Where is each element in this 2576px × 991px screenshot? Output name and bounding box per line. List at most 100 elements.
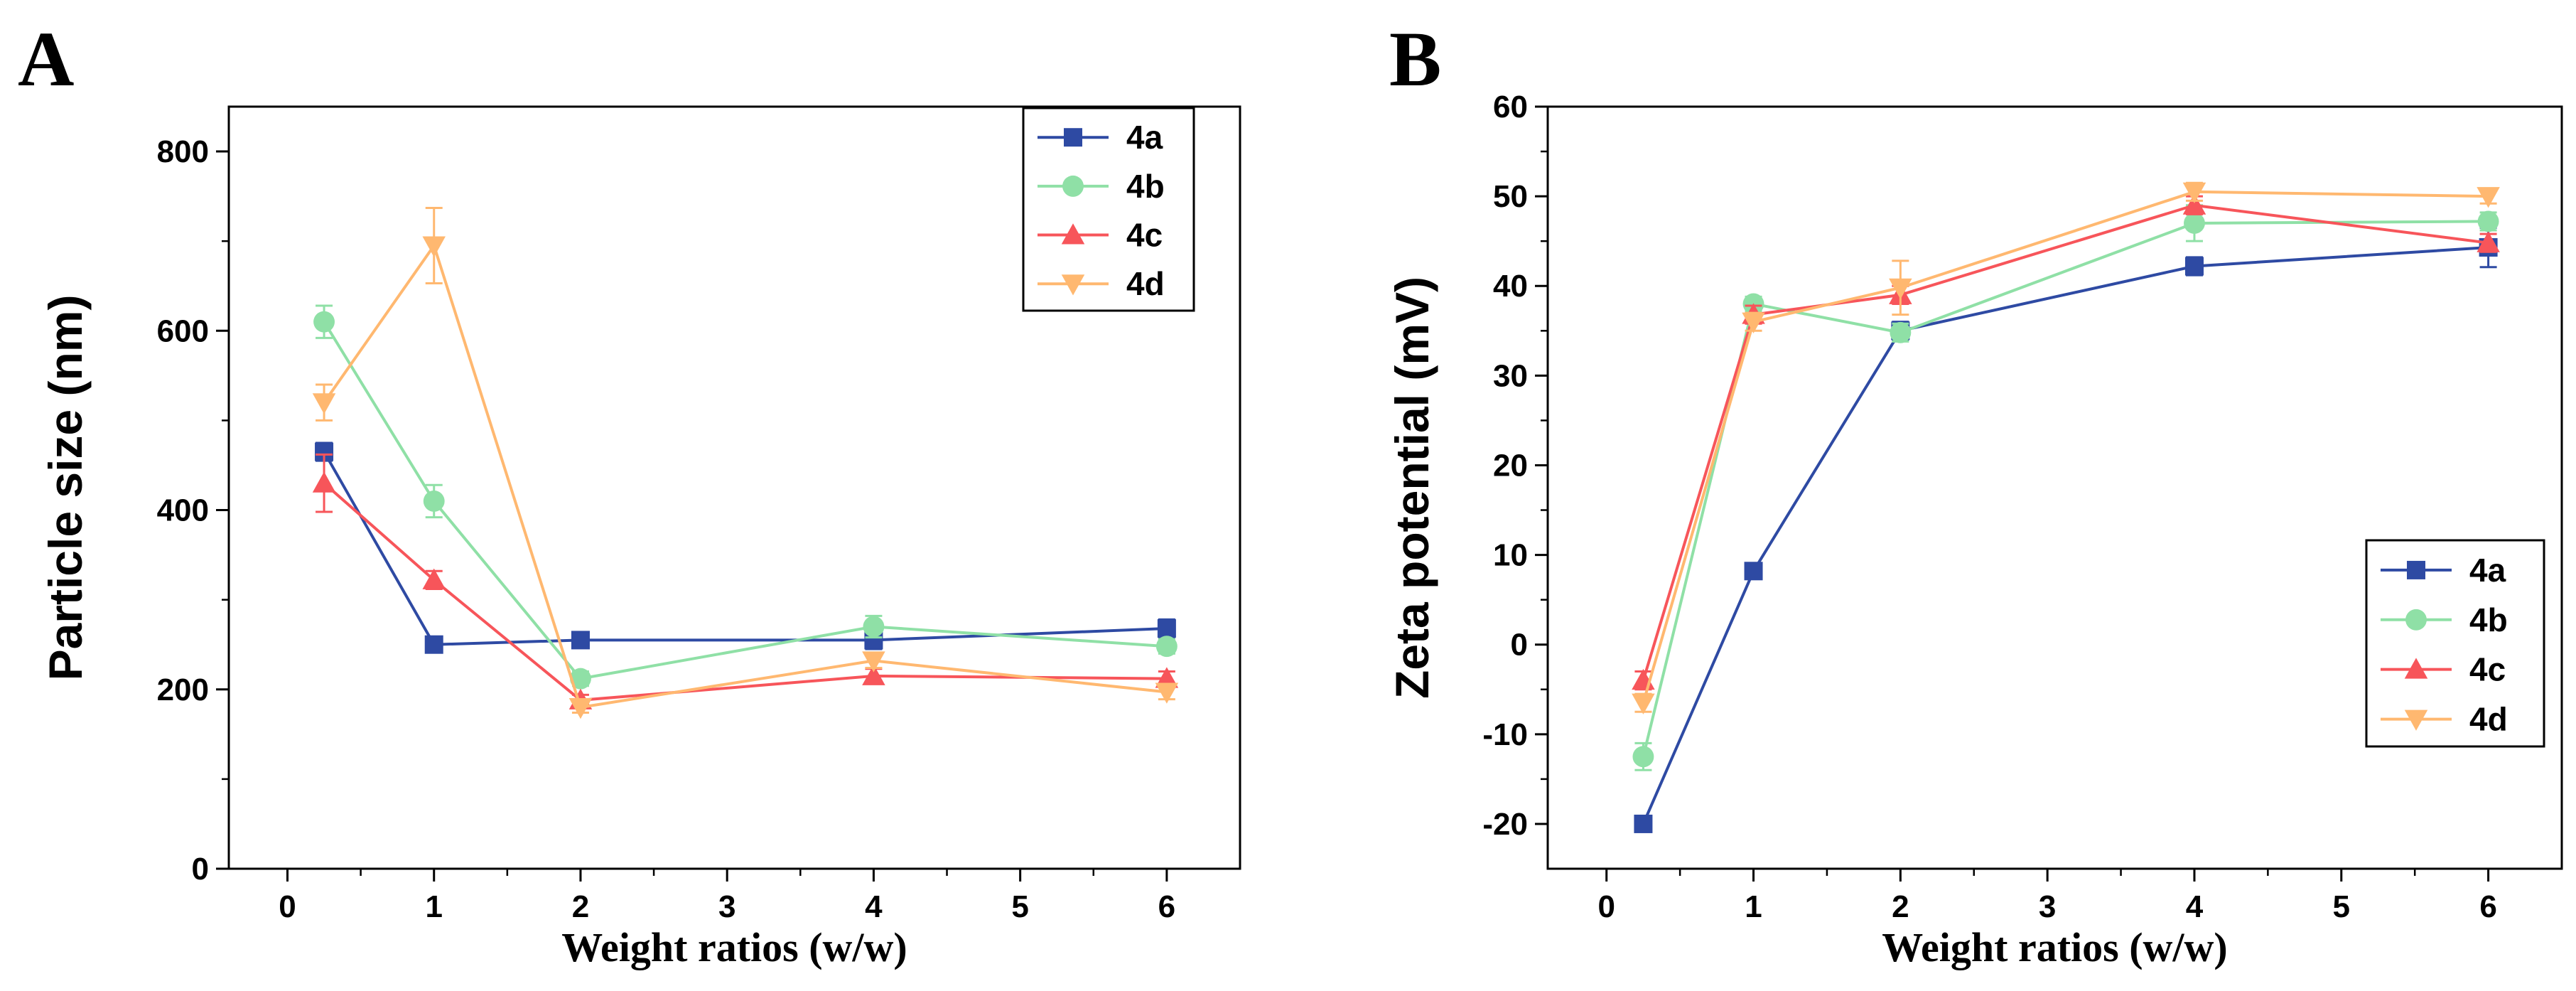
y-tick-label: -20 bbox=[1482, 807, 1528, 842]
legend-label-4b: 4b bbox=[1126, 168, 1165, 205]
y-axis-label: Particle size (nm) bbox=[39, 295, 92, 681]
data-point-4a bbox=[1634, 814, 1653, 833]
y-tick-label: 60 bbox=[1493, 90, 1528, 124]
legend-label-4a: 4a bbox=[1126, 119, 1163, 156]
y-tick-label: -10 bbox=[1482, 717, 1528, 752]
series-line-4c bbox=[323, 482, 1167, 702]
legend: 4a 4b 4c 4d bbox=[1022, 107, 1195, 312]
legend: 4a 4b 4c 4d bbox=[2365, 539, 2545, 748]
data-point-4b bbox=[1890, 321, 1912, 343]
x-tick-label: 3 bbox=[2039, 889, 2056, 924]
legend-label-4d: 4d bbox=[1126, 265, 1165, 302]
legend-marker-4a bbox=[1064, 128, 1082, 147]
series-4b bbox=[1632, 204, 2499, 771]
y-tick-label: 30 bbox=[1493, 358, 1528, 393]
data-point-4d bbox=[312, 393, 336, 414]
legend-marker-4c bbox=[1061, 223, 1085, 245]
x-tick-label: 6 bbox=[1158, 889, 1175, 924]
series-4b bbox=[313, 304, 1177, 690]
legend-marker-4a bbox=[2407, 560, 2425, 579]
data-point-4b bbox=[2477, 210, 2499, 232]
legend-label-4b: 4b bbox=[2469, 601, 2508, 638]
data-point-4a bbox=[1157, 619, 1176, 638]
data-point-4c bbox=[2477, 231, 2500, 252]
series-4d bbox=[1632, 181, 2500, 714]
x-tick-label: 4 bbox=[2186, 889, 2204, 924]
legend-label-4d: 4d bbox=[2469, 701, 2508, 738]
data-point-4c bbox=[312, 471, 336, 493]
data-point-4d bbox=[862, 651, 885, 673]
panel-a: A 0 1 2 3 4 5 6 0 200 400 600 800 Weight ratios (w/w)… bbox=[18, 16, 1241, 970]
y-tick-label: 20 bbox=[1493, 448, 1528, 483]
x-tick-label: 3 bbox=[718, 889, 735, 924]
series-4d bbox=[312, 207, 1179, 719]
x-tick-label: 5 bbox=[2333, 889, 2350, 924]
data-point-4a bbox=[571, 631, 590, 650]
x-axis-label: Weight ratios (w/w) bbox=[561, 924, 907, 970]
legend-label-4a: 4a bbox=[2469, 552, 2506, 589]
data-point-4d bbox=[2477, 187, 2500, 208]
data-point-4d bbox=[1889, 278, 1912, 300]
y-axis-label: Zeta potential (mV) bbox=[1386, 277, 1438, 699]
data-point-4d bbox=[1742, 312, 1765, 333]
x-tick-label: 2 bbox=[572, 889, 589, 924]
data-point-4c bbox=[862, 664, 885, 685]
x-tick-label: 6 bbox=[2479, 889, 2496, 924]
legend-marker-4b bbox=[2405, 609, 2427, 631]
legend-label-4c: 4c bbox=[1126, 217, 1163, 254]
x-tick-label: 5 bbox=[1011, 889, 1028, 924]
series-line-4b bbox=[1642, 220, 2489, 757]
data-point-4d bbox=[1632, 693, 1655, 714]
y-tick-label: 200 bbox=[157, 673, 209, 707]
series-line-4a bbox=[323, 451, 1167, 646]
series-line-4b bbox=[323, 321, 1168, 680]
y-tick-label: 40 bbox=[1493, 269, 1528, 304]
data-point-4b bbox=[863, 616, 885, 638]
data-point-4d bbox=[422, 236, 446, 257]
x-tick-label: 2 bbox=[1892, 889, 1909, 924]
y-tick-label: 400 bbox=[157, 493, 209, 528]
x-tick-label: 1 bbox=[425, 889, 442, 924]
data-point-4b bbox=[313, 311, 335, 333]
data-point-4b bbox=[1632, 746, 1654, 768]
legend-box bbox=[2365, 539, 2545, 748]
data-point-4b bbox=[570, 668, 591, 690]
series-line-4d bbox=[1642, 190, 2489, 704]
legend-label-4c: 4c bbox=[2469, 651, 2506, 688]
panel-letter: A bbox=[18, 16, 74, 102]
data-point-4b bbox=[2184, 213, 2205, 234]
panel-b: B 0 1 2 3 4 5 6 -20 -10 0 10 20 30 40 50 60 Weight ratios… bbox=[1386, 16, 2563, 970]
y-tick-label: 0 bbox=[1511, 628, 1528, 663]
data-point-4d bbox=[568, 697, 593, 719]
data-point-4c bbox=[1155, 667, 1179, 688]
x-tick-label: 1 bbox=[1745, 889, 1762, 924]
legend-marker-4b bbox=[1062, 175, 1084, 197]
data-point-4d bbox=[2182, 182, 2206, 204]
y-tick-label: 50 bbox=[1493, 179, 1528, 214]
data-point-4c bbox=[2182, 193, 2206, 215]
data-point-4d bbox=[1155, 682, 1179, 704]
y-tick-label: 800 bbox=[157, 134, 209, 169]
data-point-4b bbox=[1155, 636, 1177, 658]
data-point-4b bbox=[423, 490, 445, 512]
plot-frame bbox=[1546, 105, 2563, 870]
series-4a bbox=[315, 441, 1176, 654]
legend-marker-4d bbox=[1061, 274, 1085, 296]
y-tick-label: 0 bbox=[192, 852, 209, 886]
data-point-4a bbox=[424, 635, 443, 654]
legend-marker-4d bbox=[2404, 709, 2428, 731]
data-point-4a bbox=[1744, 562, 1763, 581]
series-line-4a bbox=[1642, 246, 2489, 825]
series-4c bbox=[312, 453, 1179, 709]
legend-marker-4c bbox=[2404, 658, 2428, 679]
y-tick-label: 600 bbox=[157, 314, 209, 348]
data-point-4c bbox=[422, 568, 446, 589]
plot-frame bbox=[227, 105, 1241, 870]
series-line-4c bbox=[1642, 203, 2489, 681]
x-tick-label: 0 bbox=[1597, 889, 1615, 924]
x-tick-label: 0 bbox=[279, 889, 296, 924]
x-tick-label: 4 bbox=[865, 889, 883, 924]
y-tick-label: 10 bbox=[1493, 538, 1528, 573]
data-point-4a bbox=[2184, 257, 2204, 276]
